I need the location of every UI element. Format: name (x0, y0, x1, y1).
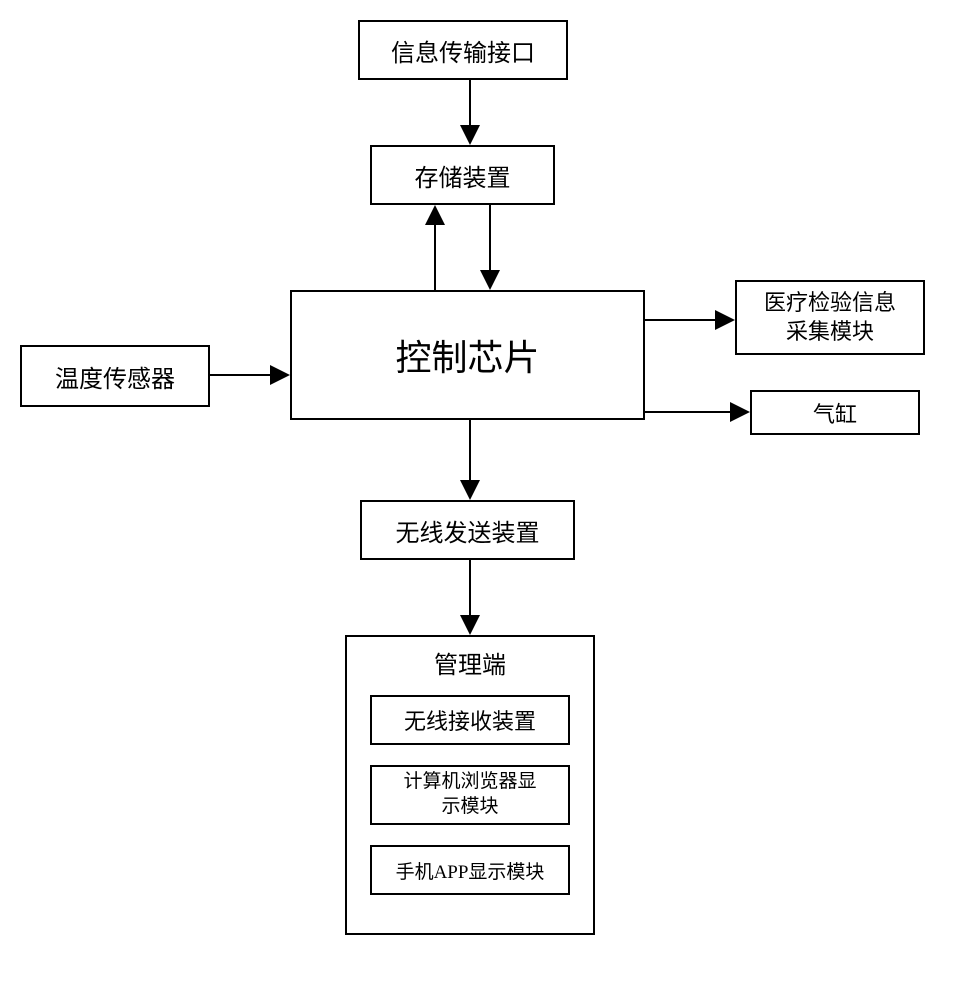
arrows-layer (0, 0, 955, 1000)
